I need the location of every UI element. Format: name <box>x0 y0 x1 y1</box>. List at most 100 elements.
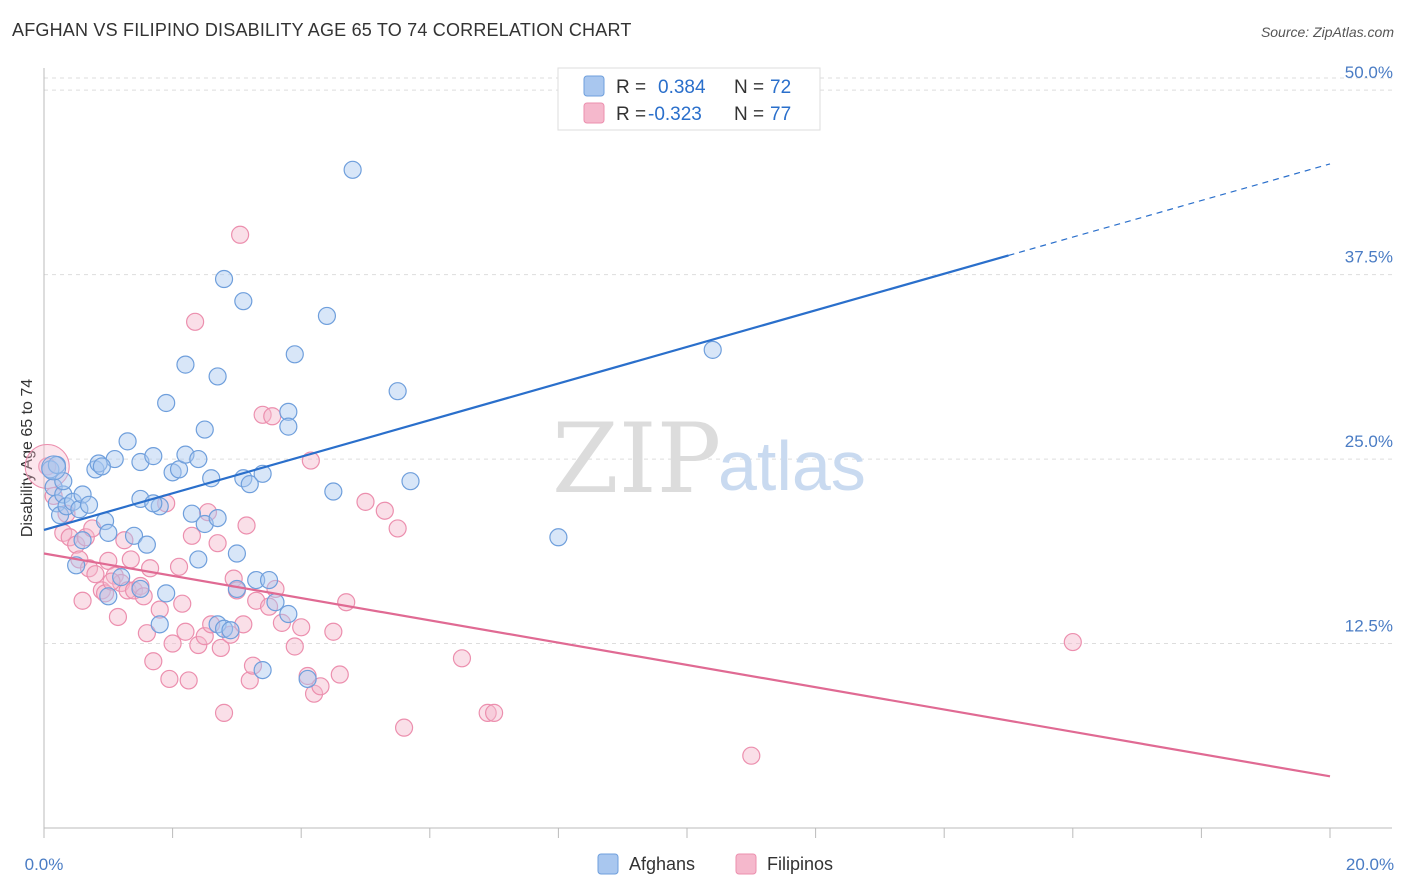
afghans-point <box>79 495 99 514</box>
filipinos-point <box>173 594 192 613</box>
legend-swatch-filipinos <box>583 102 605 124</box>
afghans-point <box>189 449 208 469</box>
bottom-legend-filipinos: Filipinos <box>767 854 833 874</box>
filipinos-points <box>24 225 1082 765</box>
filipinos-point <box>211 638 230 658</box>
afghans-point <box>118 432 137 451</box>
watermark: ZIP atlas <box>552 403 866 515</box>
legend-r-label-filipinos: R = <box>616 104 646 125</box>
afghans-point <box>253 660 272 680</box>
afghans-point <box>99 587 118 606</box>
afghans-point <box>247 570 266 590</box>
legend-n-value-filipinos: 77 <box>770 104 791 125</box>
afghans-point <box>240 475 259 494</box>
afghans-point <box>214 269 234 289</box>
filipinos-trendline <box>43 552 1331 778</box>
afghans-point <box>137 535 156 554</box>
filipinos-point <box>121 550 140 569</box>
afghans-point <box>182 504 201 523</box>
afghans-points <box>41 160 722 689</box>
filipinos-point <box>388 519 407 538</box>
filipinos-point <box>140 559 160 578</box>
filipinos-point <box>394 718 414 737</box>
afghans-point <box>131 579 150 599</box>
afghans-point <box>234 292 253 311</box>
afghans-point <box>703 340 722 359</box>
y-tick-label: 12.5% <box>1345 617 1393 636</box>
afghans-point <box>549 528 568 547</box>
afghans-point <box>317 306 337 326</box>
afghans-point <box>189 550 208 569</box>
afghans-point <box>92 457 111 476</box>
gridlines <box>44 77 1392 645</box>
legend-r-value-filipinos: -0.323 <box>648 104 702 125</box>
watermark-zip: ZIP <box>552 403 721 515</box>
afghans-point <box>41 455 67 481</box>
filipinos-point <box>108 607 128 627</box>
afghans-point <box>208 508 227 528</box>
filipinos-point <box>356 492 375 511</box>
afghans-point <box>259 570 279 590</box>
filipinos-point <box>73 591 92 610</box>
filipinos-point <box>102 572 121 591</box>
afghans-point <box>112 568 131 587</box>
x-tick-label-max: 20.0% <box>1346 855 1394 874</box>
filipinos-point <box>195 627 214 646</box>
afghans-trendline <box>43 254 1009 531</box>
afghans-point <box>279 604 298 624</box>
afghans-trendline-extension <box>1008 163 1331 256</box>
filipinos-point <box>285 637 304 656</box>
filipinos-point <box>160 669 179 689</box>
afghans-point <box>298 669 317 689</box>
afghans-point <box>208 367 227 386</box>
filipinos-point <box>292 618 311 637</box>
afghans-point <box>279 417 298 436</box>
afghans-point <box>221 621 240 640</box>
filipinos-point <box>263 407 282 426</box>
afghans-point <box>99 523 118 542</box>
filipinos-point <box>485 703 504 722</box>
filipinos-point <box>150 600 169 619</box>
trendlines <box>43 163 1331 778</box>
y-tick-label: 37.5% <box>1345 248 1393 267</box>
filipinos-point <box>240 671 259 690</box>
filipinos-point <box>330 665 349 684</box>
chart-title: AFGHAN VS FILIPINO DISABILITY AGE 65 TO … <box>12 20 632 40</box>
y-tick-labels: 12.5% 25.0% 37.5% 50.0% <box>1345 63 1393 635</box>
filipinos-point <box>742 746 761 765</box>
source-credit: Source: ZipAtlas.com <box>1260 24 1394 40</box>
afghans-point <box>54 485 73 504</box>
afghans-point <box>401 472 420 491</box>
filipinos-point <box>208 534 227 553</box>
afghans-point <box>214 619 234 638</box>
afghans-point <box>388 382 407 401</box>
afghans-point <box>176 355 195 374</box>
legend-r-value-afghans: 0.384 <box>658 77 706 98</box>
series-legend: Afghans Filipinos <box>597 853 833 875</box>
filipinos-point <box>169 557 189 576</box>
legend-swatch-afghans <box>583 75 605 97</box>
legend-r-label-afghans: R = <box>616 77 646 98</box>
afghans-point <box>279 402 298 421</box>
bottom-legend-afghans: Afghans <box>629 854 695 874</box>
afghans-point <box>73 531 92 550</box>
watermark-atlas: atlas <box>718 427 866 505</box>
filipinos-point <box>237 516 256 535</box>
afghans-point <box>195 420 214 439</box>
legend-n-label-afghans: N = <box>734 77 764 98</box>
filipinos-point <box>231 225 250 244</box>
afghans-point <box>73 485 92 504</box>
filipinos-point <box>95 584 115 603</box>
filipinos-point <box>243 656 263 675</box>
filipinos-point <box>137 624 156 643</box>
filipinos-point <box>182 526 201 545</box>
filipinos-point <box>452 649 472 668</box>
afghans-point <box>70 500 89 519</box>
afghans-point <box>67 556 86 575</box>
filipinos-point <box>24 443 70 489</box>
filipinos-point <box>337 593 356 612</box>
filipinos-point <box>176 622 195 641</box>
filipinos-point <box>324 622 343 641</box>
correlation-legend: R = 0.384 N = 72 R = -0.323 N = 77 <box>557 67 821 131</box>
filipinos-point <box>86 565 105 584</box>
